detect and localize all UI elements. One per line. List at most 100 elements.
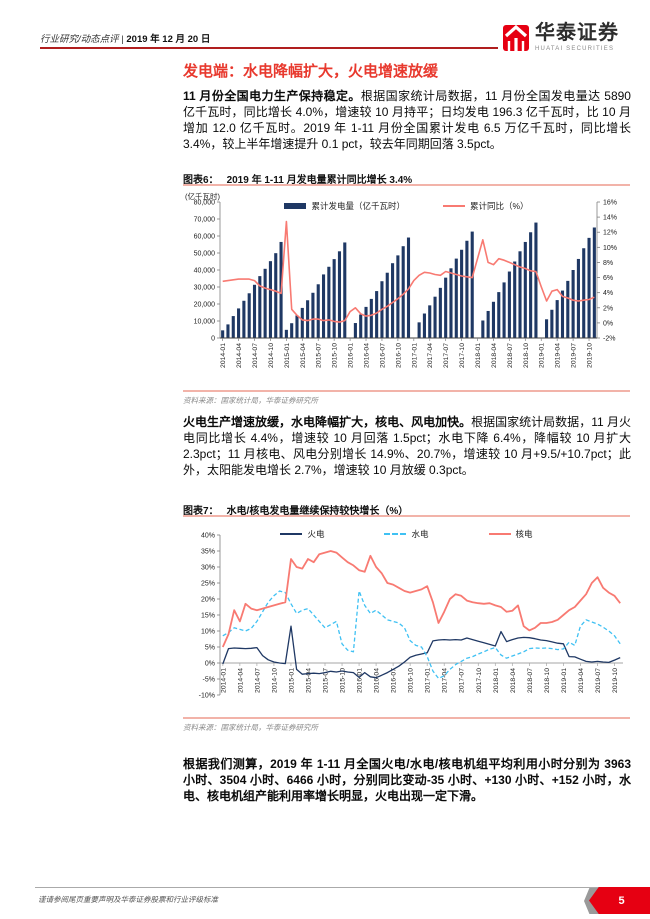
svg-text:-10%: -10% [199, 693, 215, 700]
figure7-label: 图表7： [183, 506, 219, 517]
svg-text:15%: 15% [201, 613, 215, 620]
figure7-bottom-rule [183, 717, 630, 719]
svg-text:-5%: -5% [203, 677, 215, 684]
svg-text:30%: 30% [201, 565, 215, 572]
svg-text:2019-10: 2019-10 [612, 668, 619, 693]
paragraph-1: 11 月份全国电力生产保持稳定。根据国家统计局数据，11 月份全国发电量达 58… [183, 88, 631, 152]
svg-text:2015-01: 2015-01 [288, 668, 295, 693]
header-breadcrumb: 行业研究/动态点评 | 2019 年 12 月 20 日 [40, 31, 210, 45]
paragraph-3: 根据我们测算，2019 年 1-11 月全国火电/水电/核电机组平均利用小时分别… [183, 757, 631, 803]
brand-logo: 华泰证券 HUATAI SECURITIES [503, 23, 619, 52]
svg-text:0%: 0% [603, 320, 613, 327]
svg-text:40%: 40% [201, 533, 215, 540]
hydro-line-swatch-icon [384, 533, 407, 535]
footer-disclaimer: 谨请参阅尾页重要声明及华泰证券股票和行业评级标准 [38, 895, 218, 904]
page-number: 5 [618, 894, 625, 907]
svg-text:10%: 10% [603, 245, 617, 252]
figure6-top-rule [183, 184, 630, 186]
svg-text:6%: 6% [603, 275, 613, 282]
svg-text:30,000: 30,000 [194, 285, 216, 292]
svg-text:5%: 5% [205, 645, 215, 652]
svg-text:2016-10: 2016-10 [395, 343, 402, 368]
svg-text:2014-04: 2014-04 [236, 343, 243, 368]
svg-text:2014-07: 2014-07 [252, 343, 259, 368]
figure6-chart: 0 10,000 20,000 30,000 40,000 50,000 60,000 70,… [194, 200, 617, 368]
svg-text:-2%: -2% [603, 336, 615, 343]
svg-text:2018-07: 2018-07 [527, 668, 534, 693]
legend-label: 火电 [307, 529, 325, 539]
svg-text:8%: 8% [603, 260, 613, 267]
svg-text:2018-01: 2018-01 [493, 668, 500, 693]
svg-text:12%: 12% [603, 230, 617, 237]
figure7-legend: 火电 水电 核电 [183, 528, 630, 540]
svg-text:2016-07: 2016-07 [391, 668, 398, 693]
svg-text:2017-10: 2017-10 [459, 343, 466, 368]
bar-swatch-icon [284, 203, 307, 209]
figure6-axis-unit: (亿千瓦时) [185, 192, 220, 201]
svg-text:20%: 20% [201, 597, 215, 604]
svg-text:20,000: 20,000 [194, 302, 216, 309]
svg-text:0%: 0% [205, 661, 215, 668]
report-type: 行业研究/动态点评 [40, 34, 119, 45]
svg-text:2018-10: 2018-10 [523, 343, 530, 368]
svg-text:2015-04: 2015-04 [300, 343, 307, 368]
svg-text:2019-07: 2019-07 [571, 343, 578, 368]
brand-name: 华泰证券 [535, 22, 619, 44]
svg-text:2016-10: 2016-10 [408, 668, 415, 693]
svg-text:2015-04: 2015-04 [305, 668, 312, 693]
svg-text:2%: 2% [603, 305, 613, 312]
figure6-source: 资料来源：国家统计局，华泰证券研究所 [183, 396, 318, 405]
svg-text:2019-01: 2019-01 [539, 343, 546, 368]
svg-text:2017-04: 2017-04 [442, 668, 449, 693]
svg-text:2016-04: 2016-04 [364, 343, 371, 368]
report-date: 2019 年 12 月 20 日 [126, 34, 211, 45]
legend-item-yoy: 累计同比（%） [442, 200, 529, 212]
svg-text:10,000: 10,000 [194, 319, 216, 326]
svg-text:2014-04: 2014-04 [237, 668, 244, 693]
figure7-block: 图表7： 水电/核电发电量继续保持较快增长（%） 火电 水电 核电 -10% -5%… [183, 502, 630, 734]
legend-item-generation: 累计发电量（亿千瓦时） [284, 200, 405, 212]
svg-text:2014-07: 2014-07 [254, 668, 261, 693]
svg-text:80,000: 80,000 [194, 200, 216, 207]
svg-text:2017-01: 2017-01 [411, 343, 418, 368]
page-number-badge: 5 [589, 887, 650, 914]
paragraph-1-lead: 11 月份全国电力生产保持稳定。 [183, 89, 361, 103]
figure7-title: 水电/核电发电量继续保持较快增长（%） [226, 506, 409, 517]
svg-text:2016-01: 2016-01 [357, 668, 364, 693]
svg-text:2017-07: 2017-07 [443, 343, 450, 368]
header-rule [40, 47, 498, 49]
figure6-bottom-rule [183, 390, 630, 392]
figure7-top-rule [183, 515, 630, 517]
legend-item-fire: 火电 [280, 528, 324, 540]
nuclear-line-swatch-icon [488, 533, 511, 535]
header-divider: | [121, 34, 124, 45]
svg-text:2016-01: 2016-01 [348, 343, 355, 368]
svg-text:2016-07: 2016-07 [379, 343, 386, 368]
svg-text:2015-10: 2015-10 [340, 668, 347, 693]
svg-text:10%: 10% [201, 629, 215, 636]
figure6-header: 图表6： 2019 年 1-11 月发电量累计同比增长 3.4% [183, 171, 630, 186]
fire-line-swatch-icon [280, 533, 303, 535]
svg-text:2019-10: 2019-10 [587, 343, 594, 368]
svg-text:2018-04: 2018-04 [510, 668, 517, 693]
svg-text:60,000: 60,000 [194, 234, 216, 241]
figure6-block: 图表6： 2019 年 1-11 月发电量累计同比增长 3.4% (亿千瓦时) 累… [183, 171, 630, 405]
figure7-chart: -10% -5% 0% 5% 10% 15% 20% 25% 30% 35% 40% 2014-01 2… [199, 533, 623, 700]
svg-text:2018-10: 2018-10 [544, 668, 551, 693]
svg-text:2014-01: 2014-01 [220, 668, 227, 693]
brand-subtitle: HUATAI SECURITIES [535, 46, 615, 52]
footer-rule [35, 887, 619, 888]
svg-text:0: 0 [211, 336, 215, 343]
legend-label: 水电 [411, 529, 429, 539]
svg-text:50,000: 50,000 [194, 251, 216, 258]
figure6-label: 图表6： [183, 175, 219, 186]
svg-text:2015-10: 2015-10 [332, 343, 339, 368]
paragraph-2-body: 根据国家统计局数据，11 月火电同比增长 4.4%，增速较 10 月回落 1.5… [183, 415, 631, 477]
line-swatch-icon [442, 205, 465, 207]
svg-text:2015-01: 2015-01 [284, 343, 291, 368]
legend-item-hydro: 水电 [384, 528, 429, 540]
legend-label: 核电 [515, 529, 533, 539]
svg-text:70,000: 70,000 [194, 217, 216, 224]
svg-text:2018-04: 2018-04 [491, 343, 498, 368]
